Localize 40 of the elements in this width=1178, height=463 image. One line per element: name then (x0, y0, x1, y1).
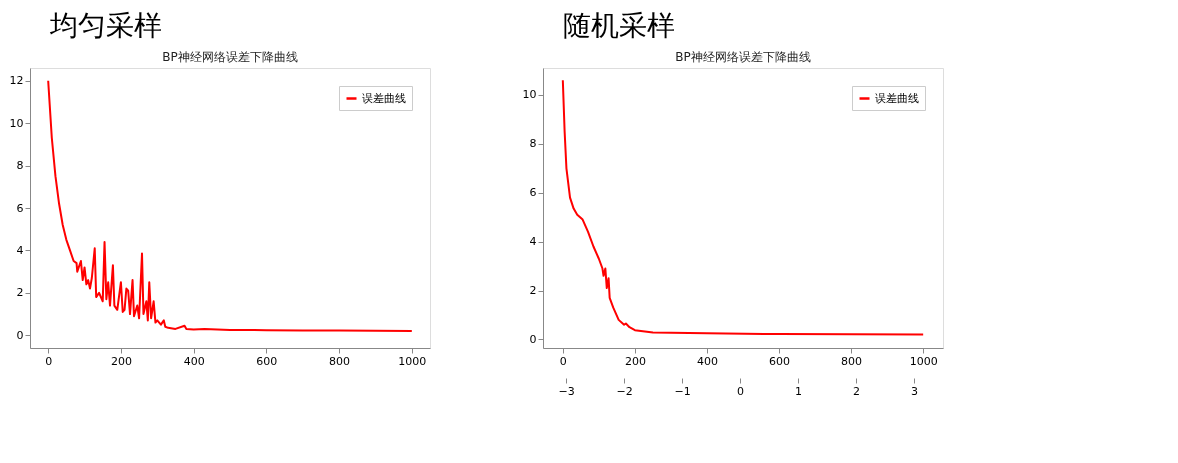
x-tick-label: 0 (45, 354, 53, 368)
x2-tick-label: −3 (558, 384, 575, 398)
y-tick-label: 12 (9, 74, 24, 88)
x-tick-label: 400 (696, 354, 718, 368)
y-tick-label: 6 (529, 186, 537, 200)
legend-label: 误差曲线 (875, 91, 919, 105)
y-tick-label: 10 (9, 116, 24, 130)
y-tick-label: 2 (16, 286, 24, 300)
x-tick-label: 600 (256, 354, 278, 368)
x-tick-label: 1000 (909, 354, 938, 368)
y-tick-label: 2 (529, 284, 537, 298)
y-tick-label: 8 (16, 159, 24, 173)
y-tick-label: 4 (529, 235, 537, 249)
x2-tick-label: 2 (853, 384, 861, 398)
line-series (47, 79, 413, 333)
x2-tick-label: 0 (737, 384, 745, 398)
y-tick-label: 10 (522, 88, 537, 102)
x-tick-label: 600 (769, 354, 791, 368)
x2-tick-label: −1 (674, 384, 691, 398)
y-tick-label: 0 (529, 332, 537, 346)
chart-title: BP神经网络误差下降曲线 (675, 50, 811, 64)
x2-tick-label: −2 (616, 384, 633, 398)
text: 均匀采样 (49, 9, 162, 42)
x2-tick-label: 1 (795, 384, 803, 398)
y-tick-label: 6 (16, 201, 24, 215)
y-tick-label: 0 (16, 328, 24, 342)
y-tick-label: 4 (16, 243, 24, 257)
chart-title: BP神经网络误差下降曲线 (162, 50, 298, 64)
x-tick-label: 200 (110, 354, 132, 368)
line-series (561, 79, 925, 336)
x-tick-label: 1000 (398, 354, 427, 368)
x-tick-label: 200 (624, 354, 646, 368)
x-tick-label: 0 (559, 354, 567, 368)
x2-tick-label: 3 (911, 384, 919, 398)
x-tick-label: 800 (841, 354, 863, 368)
legend-label: 误差曲线 (362, 91, 406, 105)
text: 随机采样 (563, 9, 675, 42)
y-tick-label: 8 (529, 137, 537, 151)
x-tick-label: 400 (183, 354, 205, 368)
x-tick-label: 800 (329, 354, 351, 368)
